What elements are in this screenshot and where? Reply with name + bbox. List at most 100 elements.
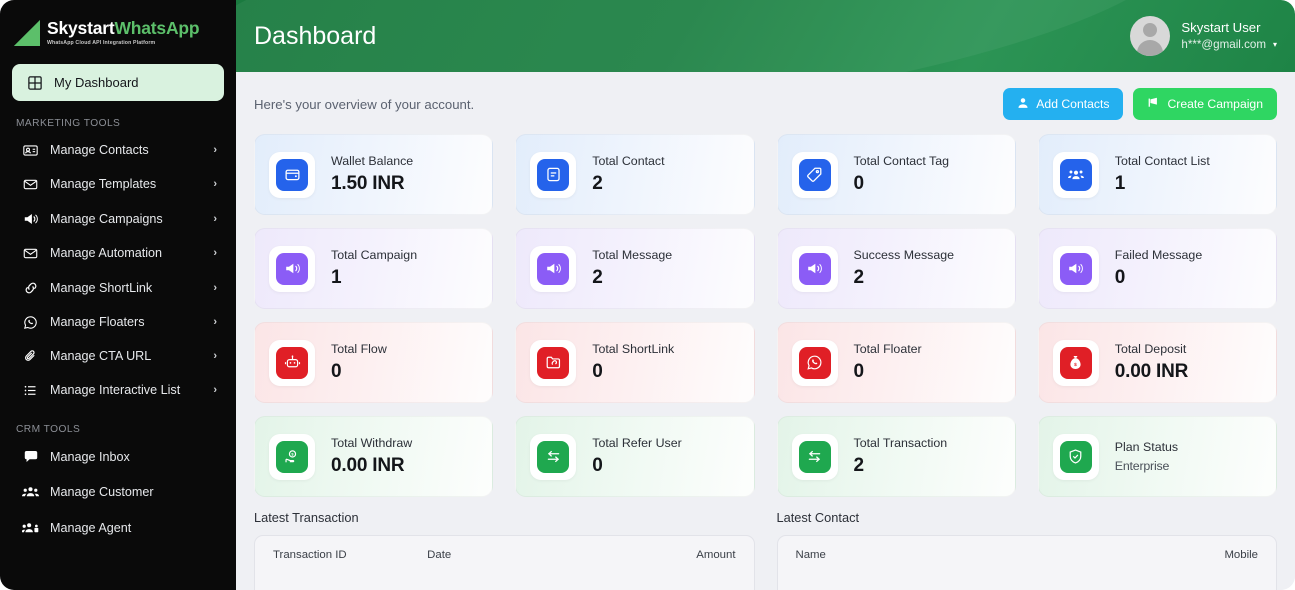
stat-card-total-flow[interactable]: Total Flow 0 xyxy=(254,322,494,403)
stat-value: 2 xyxy=(592,173,603,194)
stat-card-total-contact-list[interactable]: Total Contact List 1 xyxy=(1037,134,1277,215)
overview-row: Here's your overview of your account. Ad… xyxy=(254,72,1277,134)
stat-card-wallet-balance[interactable]: Wallet Balance 1.50 INR xyxy=(254,134,494,215)
stat-label: Total ShortLink xyxy=(592,342,675,356)
stat-card-total-contact-tag[interactable]: Total Contact Tag 0 xyxy=(776,134,1016,215)
icon-shell xyxy=(791,433,838,480)
sidebar-item-manage-interactive-list[interactable]: Manage Interactive List › xyxy=(0,373,236,407)
page-title: Dashboard xyxy=(254,21,377,50)
add-contacts-button[interactable]: Add Contacts xyxy=(1003,88,1124,120)
stat-card-total-contact[interactable]: Total Contact 2 xyxy=(515,134,755,215)
user-name: Skystart User xyxy=(1181,20,1261,36)
sidebar-item-manage-floaters[interactable]: Manage Floaters › xyxy=(0,305,236,339)
sidebar-item-manage-automation[interactable]: Manage Automation › xyxy=(0,236,236,270)
chevron-right-icon: › xyxy=(213,384,217,396)
sidebar-item-label: Manage Automation xyxy=(50,246,163,260)
icon-shell xyxy=(269,339,315,386)
sidebar-item-manage-templates[interactable]: Manage Templates › xyxy=(0,167,236,201)
stat-label: Total Flow xyxy=(331,342,387,356)
sidebar-item-manage-cta-url[interactable]: Manage CTA URL › xyxy=(0,339,236,373)
svg-text:$: $ xyxy=(291,452,294,457)
latest-transaction-section: Latest Transaction Transaction ID Date A… xyxy=(254,510,755,590)
stat-card-failed-message[interactable]: Failed Message 0 xyxy=(1037,228,1277,309)
brand-tagline: WhatsApp Cloud API Integration Platform xyxy=(47,39,156,46)
sidebar-item-manage-customer[interactable]: Manage Customer xyxy=(0,474,236,510)
sidebar-item-my-dashboard[interactable]: My Dashboard xyxy=(12,64,224,101)
user-email: h***@gmail.com xyxy=(1181,38,1266,52)
sidebar-item-manage-agent[interactable]: Manage Agent xyxy=(0,510,236,546)
icon-shell xyxy=(269,245,315,292)
bottom-tables: Latest Transaction Transaction ID Date A… xyxy=(254,510,1277,590)
contact-doc-icon xyxy=(537,158,570,191)
chevron-down-icon[interactable]: ▾ xyxy=(1272,39,1277,49)
stat-value: 0 xyxy=(592,455,603,476)
megaphone-icon xyxy=(22,211,39,227)
hand-money-icon: $ xyxy=(276,440,308,473)
stat-card-success-message[interactable]: Success Message 2 xyxy=(776,228,1016,309)
sidebar-item-label: Manage Interactive List xyxy=(50,383,181,397)
paperclip-icon xyxy=(22,349,39,364)
column-header-mobile: Mobile xyxy=(1224,549,1258,561)
megaphone-icon xyxy=(276,252,308,285)
stat-value: 0 xyxy=(853,361,865,382)
stat-label: Total Contact Tag xyxy=(853,154,950,168)
transfer-icon xyxy=(798,440,831,473)
stat-card-total-shortlink[interactable]: Total ShortLink 0 xyxy=(515,322,755,403)
stats-grid: Wallet Balance 1.50 INR xyxy=(254,134,1277,497)
overview-text: Here's your overview of your account. xyxy=(254,96,475,112)
stat-card-total-refer-user[interactable]: Total Refer User 0 xyxy=(515,416,755,497)
action-button-group: Add Contacts Create Campaign xyxy=(1003,88,1277,120)
stat-card-total-withdraw[interactable]: $ Total Withdraw 0.00 INR xyxy=(254,416,494,497)
stat-card-total-deposit[interactable]: $ Total Deposit 0.00 INR xyxy=(1037,322,1277,403)
stat-value: 2 xyxy=(592,267,603,288)
stat-label: Total Contact List xyxy=(1114,154,1210,168)
person-icon xyxy=(1017,97,1029,112)
contact-card-icon xyxy=(22,143,39,158)
column-header-transaction-id: Transaction ID xyxy=(273,549,347,561)
chevron-right-icon: › xyxy=(213,178,217,190)
icon-shell xyxy=(530,245,577,292)
sidebar-item-manage-inbox[interactable]: Manage Inbox xyxy=(0,439,236,474)
sidebar-item-manage-shortlink[interactable]: Manage ShortLink › xyxy=(0,270,236,305)
user-profile-menu[interactable]: Skystart User h***@gmail.com ▾ xyxy=(1130,16,1277,56)
stat-card-total-floater[interactable]: Total Floater 0 xyxy=(776,322,1016,403)
whatsapp-icon xyxy=(798,346,831,379)
stat-label: Wallet Balance xyxy=(331,154,414,168)
robot-icon xyxy=(276,346,308,379)
stat-label: Failed Message xyxy=(1114,248,1203,262)
sidebar-item-label: Manage ShortLink xyxy=(50,280,153,295)
sidebar-item-manage-campaigns[interactable]: Manage Campaigns › xyxy=(0,201,236,236)
column-header-name: Name xyxy=(795,549,826,561)
brand-logo[interactable]: SkystartWhatsApp WhatsApp Cloud API Inte… xyxy=(0,0,236,56)
icon-shell: $ xyxy=(1052,339,1099,386)
table-header-row: Name Mobile xyxy=(778,536,1277,561)
icon-shell xyxy=(530,339,577,386)
stat-card-total-transaction[interactable]: Total Transaction 2 xyxy=(776,416,1016,497)
grid-icon xyxy=(26,75,43,90)
icon-shell xyxy=(791,151,838,198)
stat-value: 1 xyxy=(331,267,342,288)
chevron-right-icon: › xyxy=(213,144,217,156)
stat-card-plan-status[interactable]: Plan Status Enterprise xyxy=(1037,416,1277,497)
stat-value: 2 xyxy=(853,267,865,288)
sidebar-item-manage-contacts[interactable]: Manage Contacts › xyxy=(0,133,236,167)
icon-shell xyxy=(1052,245,1099,292)
column-header-amount: Amount xyxy=(696,549,736,561)
chevron-right-icon: › xyxy=(213,316,217,328)
stat-value: 0 xyxy=(1114,267,1126,288)
stat-card-total-campaign[interactable]: Total Campaign 1 xyxy=(254,228,494,309)
whatsapp-icon xyxy=(22,315,39,330)
stat-label: Total Campaign xyxy=(331,248,418,262)
stat-value: 0 xyxy=(853,173,865,194)
icon-shell xyxy=(530,151,577,198)
icon-shell xyxy=(791,339,838,386)
stat-label: Total Transaction xyxy=(853,436,948,450)
add-contacts-label: Add Contacts xyxy=(1036,97,1110,111)
stat-value: 1.50 INR xyxy=(331,173,405,194)
table-header-row: Transaction ID Date Amount xyxy=(255,536,754,561)
tag-icon xyxy=(798,158,831,191)
create-campaign-button[interactable]: Create Campaign xyxy=(1133,88,1277,120)
stat-value: 0.00 INR xyxy=(1114,361,1189,382)
sidebar-section-crm-tools: CRM TOOLS xyxy=(16,424,81,435)
stat-card-total-message[interactable]: Total Message 2 xyxy=(515,228,755,309)
